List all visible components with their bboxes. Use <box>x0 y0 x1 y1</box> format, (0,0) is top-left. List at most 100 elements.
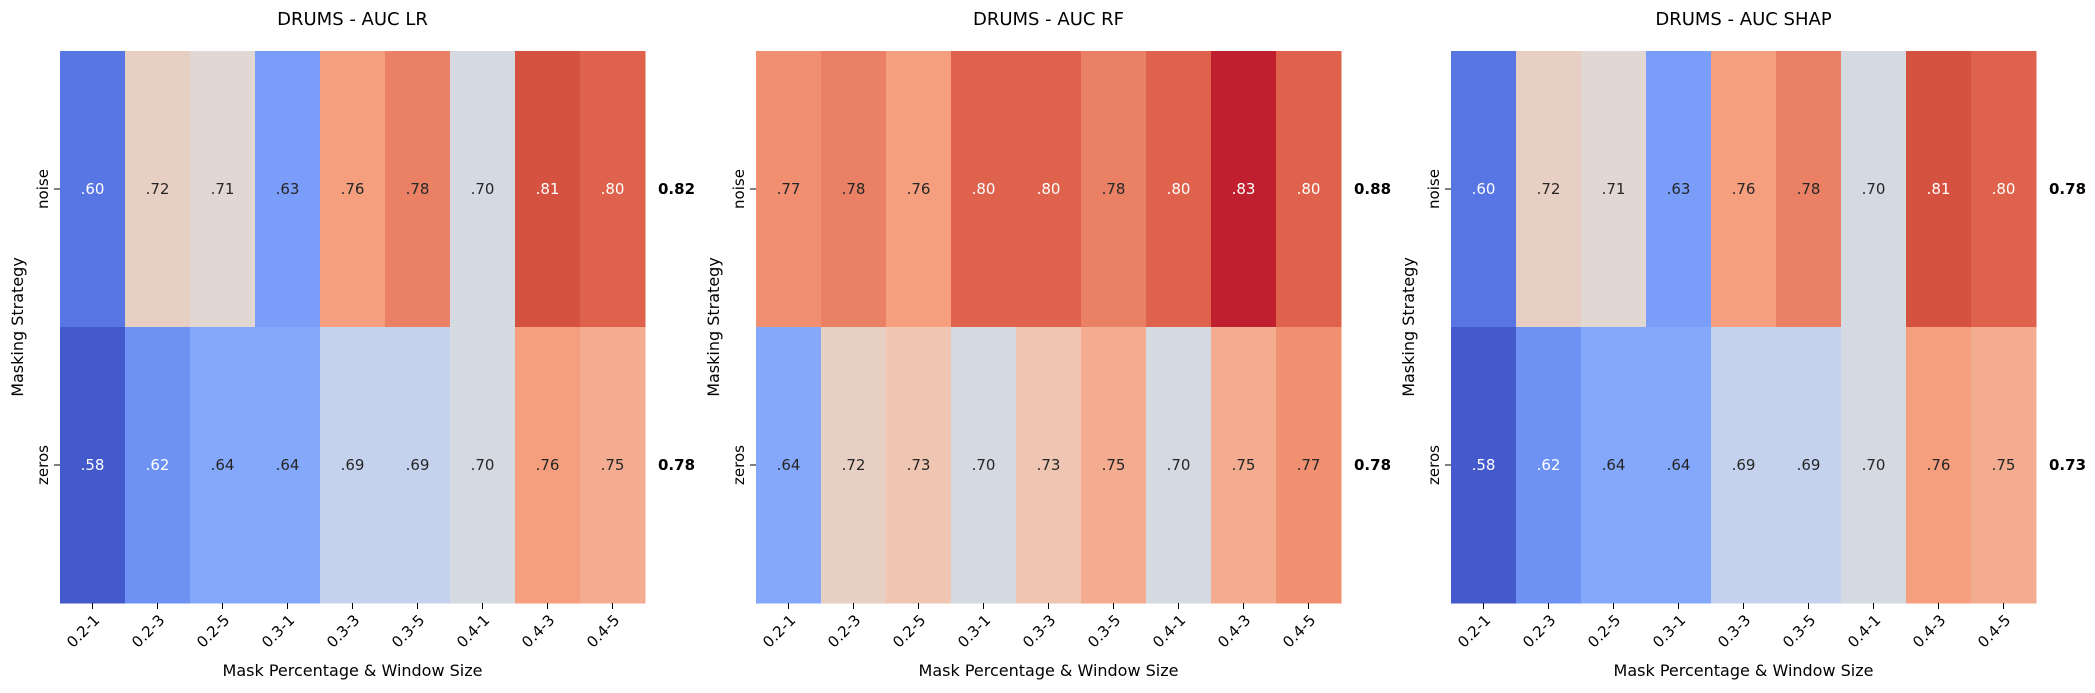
row-annotation: 0.82 <box>658 180 695 198</box>
cell-label: .72 <box>1537 180 1561 198</box>
x-tick-label: 0.2-5 <box>1584 611 1624 651</box>
x-tick-label: 0.4-1 <box>1844 611 1884 651</box>
heatmap-cell <box>60 51 126 328</box>
chart-title: DRUMS - AUC LR <box>277 9 428 30</box>
chart-title: DRUMS - AUC SHAP <box>1655 9 1831 30</box>
heatmap-cell <box>756 327 822 604</box>
heatmap-cell <box>450 51 516 328</box>
cell-label: .69 <box>406 456 430 474</box>
y-tick-label: noise <box>1425 169 1443 209</box>
heatmap-cell <box>1776 327 1842 604</box>
cell-label: .64 <box>276 456 300 474</box>
cell-label: .71 <box>1602 180 1626 198</box>
cell-label: .80 <box>1037 180 1061 198</box>
heatmap-cell <box>951 327 1017 604</box>
heatmap-cell <box>1581 51 1647 328</box>
x-tick-label: 0.2-3 <box>1519 611 1559 651</box>
cell-label: .73 <box>907 456 931 474</box>
cell-label: .78 <box>842 180 866 198</box>
cell-label: .76 <box>1927 456 1951 474</box>
cell-label: .63 <box>1667 180 1691 198</box>
cell-label: .75 <box>1232 456 1256 474</box>
x-tick-label: 0.4-1 <box>1149 611 1189 651</box>
cell-label: .72 <box>146 180 170 198</box>
heatmap-cell <box>1646 51 1712 328</box>
cell-label: .83 <box>1232 180 1256 198</box>
cell-label: .78 <box>1102 180 1126 198</box>
heatmap-cell <box>821 51 887 328</box>
cell-label: .80 <box>1297 180 1321 198</box>
cell-label: .69 <box>1732 456 1756 474</box>
cell-label: .76 <box>907 180 931 198</box>
heatmap-cell <box>320 51 386 328</box>
cell-label: .62 <box>146 456 170 474</box>
heatmap-cell <box>756 51 822 328</box>
heatmap-cell <box>1016 51 1082 328</box>
x-tick-label: 0.2-5 <box>193 611 233 651</box>
x-tick-label: 0.3-1 <box>1649 611 1689 651</box>
x-tick-label: 0.3-1 <box>954 611 994 651</box>
heatmap-cell <box>1906 327 1972 604</box>
cell-label: .62 <box>1537 456 1561 474</box>
heatmap-cell <box>1211 51 1277 328</box>
x-axis-label: Mask Percentage & Window Size <box>919 661 1179 680</box>
row-annotation: 0.78 <box>658 456 695 474</box>
heatmap-cell <box>1276 327 1342 604</box>
heatmap-cell <box>1841 327 1907 604</box>
x-tick-label: 0.4-3 <box>518 611 558 651</box>
cell-label: .60 <box>81 180 105 198</box>
heatmap-cell <box>1646 327 1712 604</box>
heatmap-cell <box>886 327 952 604</box>
heatmap-cell <box>385 327 451 604</box>
cell-label: .70 <box>471 180 495 198</box>
cell-label: .69 <box>1797 456 1821 474</box>
heatmap-cell <box>1146 327 1212 604</box>
cell-label: .70 <box>1167 456 1191 474</box>
heatmap-cell <box>125 51 191 328</box>
row-annotation: 0.88 <box>1354 180 1391 198</box>
x-tick-label: 0.3-3 <box>1019 611 1059 651</box>
cell-label: .75 <box>1102 456 1126 474</box>
row-annotation: 0.73 <box>2049 456 2086 474</box>
row-annotation: 0.78 <box>1354 456 1391 474</box>
heatmap-cell <box>580 327 646 604</box>
cell-label: .70 <box>471 456 495 474</box>
heatmap-cell <box>255 51 321 328</box>
heatmap-cell <box>1081 327 1147 604</box>
cell-label: .70 <box>1862 180 1886 198</box>
cell-label: .63 <box>276 180 300 198</box>
x-tick-label: 0.3-3 <box>1714 611 1754 651</box>
y-tick-label: noise <box>730 169 748 209</box>
y-tick-label: noise <box>34 169 52 209</box>
x-tick-label: 0.3-3 <box>323 611 363 651</box>
x-tick-label: 0.3-5 <box>1084 611 1124 651</box>
x-tick-label: 0.3-5 <box>388 611 428 651</box>
cell-label: .80 <box>1992 180 2016 198</box>
cell-label: .70 <box>972 456 996 474</box>
cell-label: .75 <box>1992 456 2016 474</box>
cell-label: .64 <box>777 456 801 474</box>
cell-label: .78 <box>1797 180 1821 198</box>
heatmap-cell <box>125 327 191 604</box>
x-tick-label: 0.4-1 <box>453 611 493 651</box>
x-tick-label: 0.4-5 <box>1974 611 2014 651</box>
heatmap-cell <box>1016 327 1082 604</box>
cell-label: .60 <box>1472 180 1496 198</box>
heatmap-cell <box>1516 327 1582 604</box>
heatmap-cell <box>385 51 451 328</box>
cell-label: .76 <box>1732 180 1756 198</box>
heatmap-cell <box>1581 327 1647 604</box>
cell-label: .80 <box>972 180 996 198</box>
cell-label: .75 <box>601 456 625 474</box>
heatmap-cell <box>1211 327 1277 604</box>
x-tick-label: 0.2-3 <box>128 611 168 651</box>
cell-label: .58 <box>1472 456 1496 474</box>
heatmap-cell <box>951 51 1017 328</box>
x-tick-label: 0.2-3 <box>824 611 864 651</box>
x-tick-label: 0.2-1 <box>759 611 799 651</box>
heatmap-cell <box>190 327 256 604</box>
x-tick-label: 0.2-1 <box>1454 611 1494 651</box>
heatmap-cell <box>1906 51 1972 328</box>
x-tick-label: 0.3-1 <box>258 611 298 651</box>
x-tick-label: 0.2-5 <box>889 611 929 651</box>
